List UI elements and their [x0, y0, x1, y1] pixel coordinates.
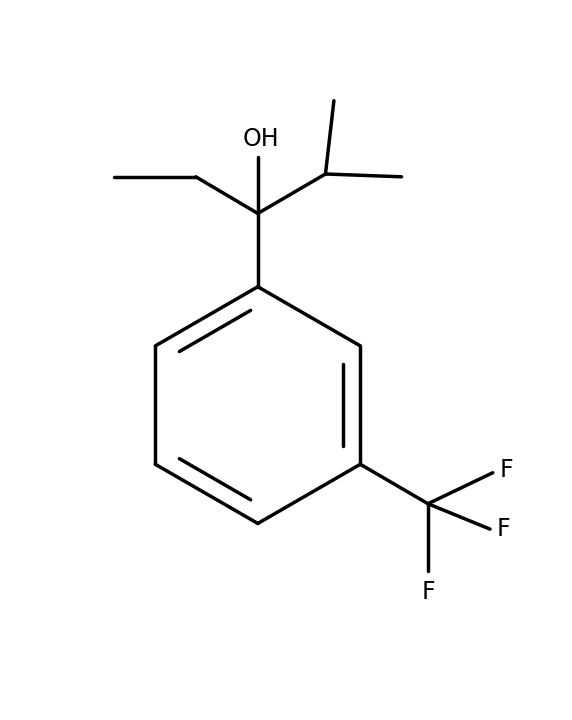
Text: F: F: [496, 517, 510, 541]
Text: F: F: [421, 580, 435, 604]
Text: F: F: [499, 458, 513, 482]
Text: OH: OH: [243, 127, 279, 151]
